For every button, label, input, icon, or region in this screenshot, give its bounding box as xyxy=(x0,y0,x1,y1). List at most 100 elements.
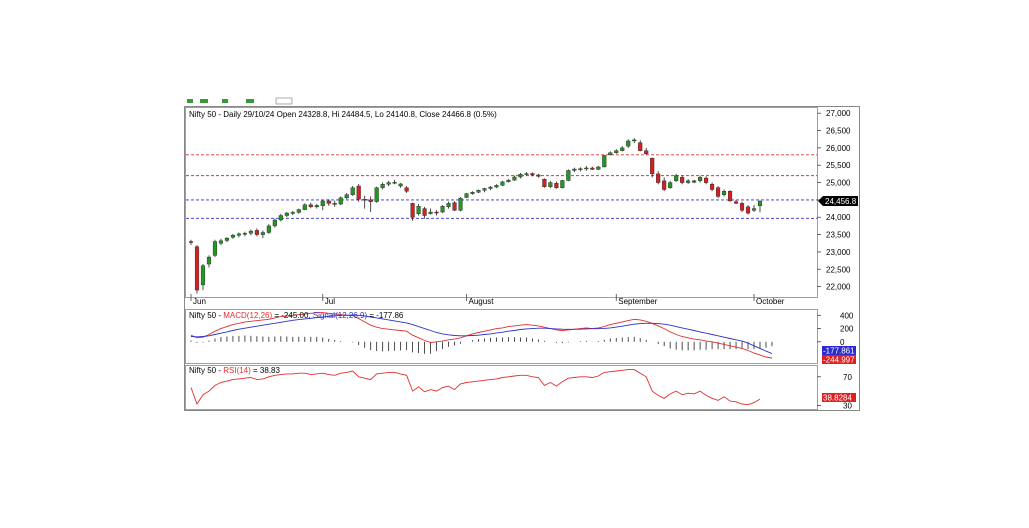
candle-body xyxy=(536,174,541,177)
candle-body xyxy=(278,215,283,221)
macd-value-badges: -177.861 -244.997 xyxy=(822,346,856,365)
candle-body xyxy=(194,246,200,291)
macd-lines xyxy=(190,312,773,359)
rsi-panel: 70 30 Nifty 50 - RSI(14) = 38.83 38.8284 xyxy=(185,365,856,410)
toolbar-button[interactable] xyxy=(275,97,293,105)
candle-body xyxy=(733,201,739,204)
price-candles xyxy=(188,138,763,294)
candle-body xyxy=(542,178,547,187)
rsi-y-tick-label: 30 xyxy=(843,401,852,410)
month-label: Jun xyxy=(193,297,206,306)
last-price-label: 24,456.8 xyxy=(825,197,857,206)
candle-body xyxy=(302,204,307,210)
candle-body xyxy=(242,232,247,235)
candle-body xyxy=(650,158,655,175)
candle-body xyxy=(200,265,206,286)
candle-body xyxy=(739,203,745,211)
candle-body xyxy=(188,241,194,243)
candle-body xyxy=(452,202,457,211)
candle-body xyxy=(482,188,487,191)
candle-body xyxy=(212,241,218,256)
toolbar-strip xyxy=(187,97,293,105)
candle-body xyxy=(296,209,301,213)
last-price-badge xyxy=(818,196,858,207)
candle-body xyxy=(332,203,337,205)
candle-body xyxy=(686,180,691,183)
candle-body xyxy=(524,173,529,175)
candle-body xyxy=(344,194,349,199)
rsi-series-line xyxy=(190,369,761,406)
y-tick-label: 27,000 xyxy=(826,109,851,118)
price-x-axis: Jun Jul August September October xyxy=(190,294,785,306)
y-tick-label: 25,000 xyxy=(826,179,851,188)
rsi-value-label: 38.8284 xyxy=(823,394,852,403)
candle-body xyxy=(362,199,367,201)
rsi-title-value: = 38.83 xyxy=(251,366,281,375)
candle-body xyxy=(254,230,259,235)
candle-body xyxy=(476,189,481,193)
candle-body xyxy=(440,205,445,213)
candle-body xyxy=(470,192,475,194)
toolbar-icon[interactable] xyxy=(187,99,193,103)
candle-body xyxy=(727,191,733,202)
toolbar-icon[interactable] xyxy=(200,99,208,103)
candle-body xyxy=(620,147,625,151)
candle-body xyxy=(745,206,751,214)
y-tick-label: 23,000 xyxy=(826,248,851,257)
macd-plot-area xyxy=(185,309,818,364)
rsi-plot-area xyxy=(185,365,818,410)
price-reference-lines xyxy=(186,154,817,219)
candle-body xyxy=(692,180,697,183)
candle-body xyxy=(530,173,535,176)
candle-body xyxy=(662,180,667,190)
signal-value-label: -177.861 xyxy=(823,347,855,356)
candle-body xyxy=(374,187,379,202)
month-label: October xyxy=(756,297,785,306)
candle-body xyxy=(272,219,277,227)
candle-body xyxy=(458,197,463,211)
macd-y-tick-label: 400 xyxy=(840,311,854,320)
month-label: September xyxy=(618,297,657,306)
candle-body xyxy=(218,240,224,244)
candle-body xyxy=(656,173,661,183)
rsi-title-name: RSI(14) xyxy=(223,366,251,375)
macd-y-tick-label: 0 xyxy=(840,338,845,347)
macd-panel: 400 200 0 Nifty 50 - MACD(12,26) = -245.00… xyxy=(185,309,856,365)
candle-body xyxy=(320,200,325,206)
candle-body xyxy=(350,187,355,195)
macd-title-macd: MACD(12,26) xyxy=(223,311,272,320)
candle-body xyxy=(230,235,235,238)
macd-value-label: -244.997 xyxy=(823,356,855,365)
candle-body xyxy=(500,181,505,186)
candle-body xyxy=(404,187,409,192)
last-price-marker: 24,456.8 xyxy=(818,196,858,207)
signal-value-badge xyxy=(822,346,856,355)
macd-value-badge xyxy=(822,355,856,364)
candle-body xyxy=(560,180,565,188)
rsi-value-badge xyxy=(822,393,856,402)
candle-body xyxy=(398,183,403,187)
candle-body xyxy=(494,185,499,188)
candle-body xyxy=(668,182,673,188)
candle-body xyxy=(512,176,517,181)
y-tick-label: 25,500 xyxy=(826,161,851,170)
macd-title-signal: Signal(12,26,9) xyxy=(313,311,368,320)
toolbar-icon[interactable] xyxy=(246,99,254,103)
candle-body xyxy=(548,182,553,187)
candle-body xyxy=(284,212,289,216)
candle-body xyxy=(584,167,589,170)
candle-body xyxy=(392,182,397,184)
toolbar-icon[interactable] xyxy=(222,99,228,103)
month-label: Jul xyxy=(325,297,335,306)
candle-body xyxy=(698,177,703,182)
candle-body xyxy=(518,174,523,178)
candle-body xyxy=(632,139,637,142)
rsi-y-axis: 70 30 xyxy=(817,373,852,410)
candle-body xyxy=(260,232,265,235)
candle-body xyxy=(506,179,511,183)
candle-body xyxy=(368,199,373,202)
macd-panel-title: Nifty 50 - MACD(12,26) = -245.00, Signal… xyxy=(189,311,404,320)
candle-body xyxy=(572,168,577,171)
candle-body xyxy=(422,208,427,216)
candle-body xyxy=(626,140,631,147)
